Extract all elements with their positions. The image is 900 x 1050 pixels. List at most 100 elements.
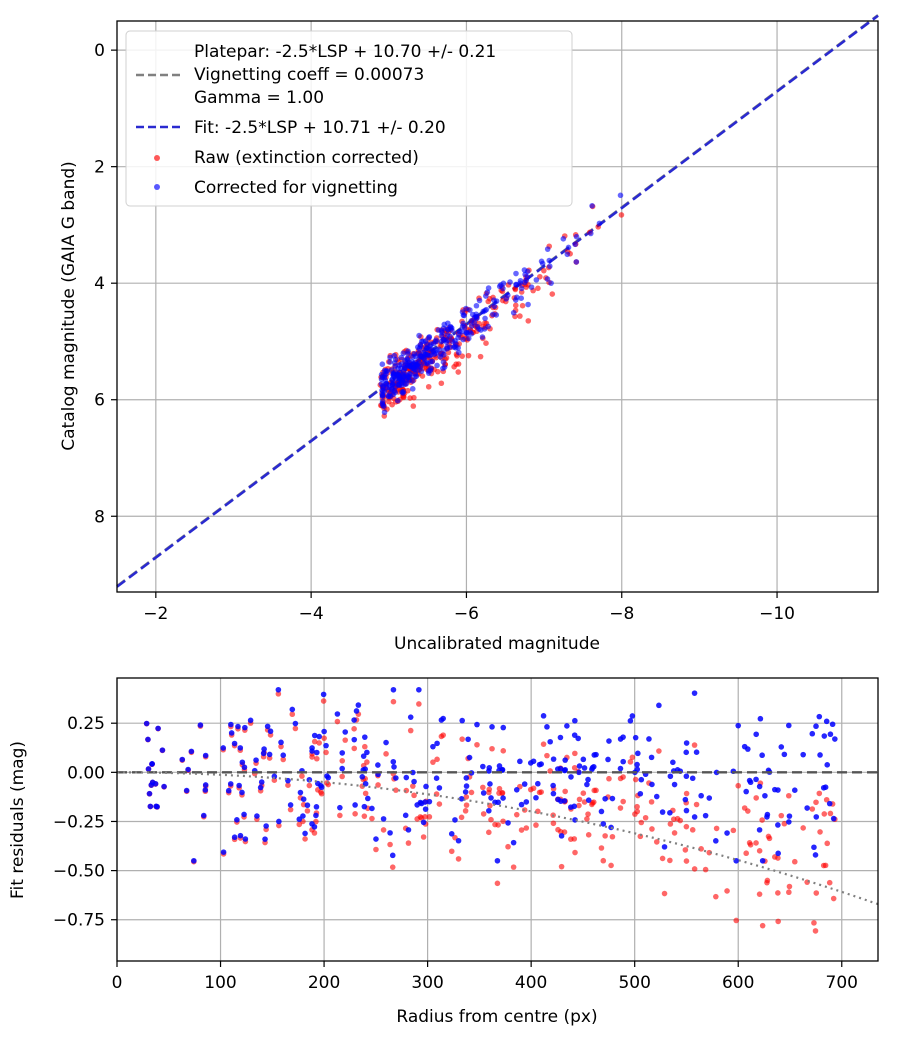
corrected-point (517, 280, 523, 286)
residual-raw-point (375, 782, 381, 788)
corrected-point (491, 297, 497, 303)
residual-corrected-point (724, 830, 730, 836)
bottom-x-tick-label: 0 (112, 973, 123, 993)
corrected-point (438, 338, 445, 345)
bottom-x-tick-label: 700 (826, 973, 858, 993)
residual-raw-point (785, 792, 792, 799)
residual-corrected-point (683, 773, 690, 780)
residual-corrected-point (465, 736, 471, 743)
residual-corrected-point (403, 774, 410, 781)
residual-corrected-point (500, 795, 506, 801)
corrected-point (405, 373, 411, 379)
residual-raw-point (422, 814, 428, 820)
top-x-tick-label: −6 (454, 604, 479, 624)
residual-corrected-point (561, 798, 568, 804)
residual-corrected-point (735, 722, 742, 729)
residual-raw-point (656, 748, 662, 754)
residual-corrected-point (235, 723, 241, 730)
residual-corrected-point (602, 795, 608, 802)
residual-raw-point (590, 799, 597, 805)
residual-corrected-point (183, 787, 190, 794)
residual-raw-point (827, 810, 834, 817)
residual-raw-point (606, 775, 612, 782)
corrected-point (416, 350, 422, 356)
corrected-point (572, 241, 578, 248)
residual-corrected-point (361, 803, 368, 810)
top-y-axis-label: Catalog magnitude (GAIA G band) (59, 161, 79, 451)
residual-raw-point (362, 743, 368, 750)
residual-corrected-point (362, 734, 368, 740)
legend-fit-label: Fit: -2.5*LSP + 10.71 +/- 0.20 (194, 118, 446, 138)
residual-corrected-point (197, 722, 204, 728)
residual-corrected-point (352, 802, 358, 808)
residual-corrected-point (239, 789, 245, 796)
residual-corrected-point (562, 757, 568, 763)
residual-raw-point (775, 918, 781, 925)
bottom-x-tick-label: 200 (308, 973, 340, 993)
residual-corrected-point (753, 731, 759, 738)
residual-corrected-point (304, 802, 311, 809)
residual-raw-point (500, 748, 507, 754)
corrected-point (483, 293, 489, 299)
residual-raw-point (813, 799, 819, 806)
legend-platepar-line3: Gamma = 1.00 (194, 88, 324, 108)
residual-corrected-point (757, 715, 764, 722)
residual-raw-point (540, 741, 547, 747)
residual-raw-point (387, 841, 393, 848)
corrected-point (387, 359, 393, 365)
residual-corrected-point (300, 813, 306, 819)
residual-raw-point (585, 832, 592, 838)
corrected-point (573, 233, 580, 240)
residual-corrected-point (813, 723, 819, 730)
bottom-y-tick-label: −0.50 (53, 862, 105, 882)
residual-corrected-point (691, 814, 698, 820)
residual-raw-point (458, 814, 465, 821)
residual-raw-point (602, 833, 608, 839)
residual-corrected-point (309, 821, 315, 827)
residual-raw-point (821, 811, 828, 817)
corrected-point (565, 244, 572, 251)
residual-corrected-point (225, 787, 232, 794)
residual-raw-point (489, 745, 495, 752)
residual-corrected-point (829, 721, 836, 728)
residual-raw-point (830, 895, 837, 902)
residual-raw-point (809, 806, 816, 812)
top-fit-lines (116, 14, 879, 588)
raw-point (455, 369, 462, 375)
residual-corrected-point (433, 775, 440, 781)
residual-corrected-point (753, 776, 759, 783)
residual-corrected-point (359, 774, 366, 780)
residual-corrected-point (320, 691, 327, 698)
residual-raw-point (683, 823, 690, 830)
residual-corrected-point (517, 758, 523, 765)
residual-corrected-point (339, 750, 346, 756)
residual-raw-point (337, 812, 343, 819)
residual-corrected-point (314, 749, 320, 756)
residual-corrected-point (391, 764, 397, 770)
corrected-point (402, 358, 408, 364)
corrected-point (434, 362, 440, 369)
raw-point (525, 318, 532, 324)
residual-corrected-point (267, 728, 274, 735)
residual-corrected-point (683, 807, 690, 814)
residual-corrected-point (237, 832, 244, 839)
corrected-point (380, 384, 386, 390)
residual-corrected-point (143, 720, 150, 727)
residual-corrected-point (775, 822, 781, 828)
residual-corrected-point (311, 732, 318, 739)
residual-raw-point (713, 893, 719, 900)
legend-raw-marker (154, 155, 160, 161)
residual-raw-point (627, 759, 634, 765)
corrected-point (380, 402, 386, 409)
residual-raw-point (756, 848, 763, 854)
residual-raw-point (759, 817, 765, 823)
legend-corrected-label: Corrected for vignetting (194, 178, 398, 198)
residual-corrected-point (202, 787, 209, 793)
residual-corrected-point (339, 765, 345, 772)
corrected-point (418, 368, 425, 374)
corrected-point (453, 340, 459, 347)
residual-corrected-point (351, 717, 357, 723)
residual-corrected-point (575, 735, 581, 742)
corrected-point (405, 348, 411, 354)
